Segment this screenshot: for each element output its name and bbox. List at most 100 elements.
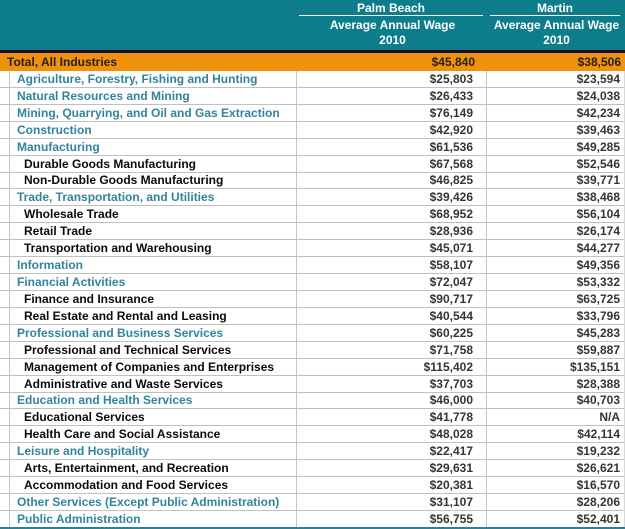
martin-value: $59,887: [576, 342, 620, 357]
indent-cell: [0, 172, 10, 189]
indent-cell: [0, 71, 10, 87]
indent-cell: [0, 510, 10, 527]
table-row[interactable]: Natural Resources and Mining $26,433 $24…: [0, 87, 624, 105]
table-row[interactable]: Accommodation and Food Services $20,381 …: [0, 477, 624, 495]
table-row[interactable]: Mining, Quarrying, and Oil and Gas Extra…: [0, 104, 624, 122]
indent-cell: [0, 206, 10, 223]
table-row[interactable]: Agriculture, Forestry, Fishing and Hunti…: [0, 71, 624, 88]
industry-label: Wholesale Trade: [10, 206, 297, 223]
table-header: Palm Beach Average Annual Wage 2010 Mart…: [0, 0, 625, 50]
table-row[interactable]: Retail Trade $28,936 $26,174: [0, 223, 624, 241]
industry-label: Arts, Entertainment, and Recreation: [10, 460, 297, 477]
table-row[interactable]: Management of Companies and Enterprises …: [0, 358, 624, 376]
palm-beach-value: $39,426: [297, 189, 487, 206]
indent-cell: [0, 223, 10, 240]
palm-beach-value: $22,417: [297, 443, 487, 460]
martin-value: $40,703: [576, 393, 620, 408]
martin-value: $39,771: [576, 173, 620, 188]
martin-value: $28,206: [576, 495, 620, 509]
header-col-martin[interactable]: Martin Average Annual Wage 2010: [488, 0, 625, 50]
indent-cell: [0, 324, 10, 341]
martin-value: $16,570: [576, 478, 620, 493]
table-row[interactable]: Educational Services $41,778 N/A: [0, 409, 624, 427]
indent-cell: [0, 240, 10, 257]
martin-value: $38,468: [576, 190, 620, 205]
indent-cell: [0, 494, 10, 510]
total-all-industries-row[interactable]: Total, All Industries $45,840 $38,506: [0, 53, 625, 71]
martin-value: $42,114: [577, 427, 620, 442]
table-body: Agriculture, Forestry, Fishing and Hunti…: [0, 71, 625, 527]
palm-beach-value: $56,755: [297, 510, 487, 527]
table-row[interactable]: Manufacturing $61,536 $49,285: [0, 138, 624, 156]
martin-value: $63,725: [576, 291, 620, 306]
table-row[interactable]: Information $58,107 $49,356: [0, 257, 624, 275]
palm-beach-value: $46,825: [297, 172, 487, 189]
table-row[interactable]: Wholesale Trade $68,952 $56,104: [0, 206, 624, 224]
industry-label: Retail Trade: [10, 223, 297, 240]
header-col-palm-beach[interactable]: Palm Beach Average Annual Wage 2010: [297, 0, 488, 50]
table-row[interactable]: Administrative and Waste Services $37,70…: [0, 375, 624, 393]
column-year-palm-beach: 2010: [379, 33, 406, 47]
industry-label: Transportation and Warehousing: [10, 240, 297, 257]
industry-label: Natural Resources and Mining: [10, 87, 297, 104]
table-row[interactable]: Professional and Business Services $60,2…: [0, 324, 624, 342]
table-row[interactable]: Real Estate and Rental and Leasing $40,5…: [0, 307, 624, 325]
table-row[interactable]: Arts, Entertainment, and Recreation $29,…: [0, 460, 624, 478]
table-row[interactable]: Public Administration $56,755 $52,401: [0, 510, 624, 527]
indent-cell: [0, 409, 10, 426]
martin-value: $23,594: [576, 71, 620, 86]
table-row[interactable]: Financial Activities $72,047 $53,332: [0, 274, 624, 291]
table-row[interactable]: Finance and Insurance $90,717 $63,725: [0, 290, 624, 308]
industry-label: Management of Companies and Enterprises: [10, 358, 297, 375]
indent-cell: [0, 274, 10, 290]
table-row[interactable]: Other Services (Except Public Administra…: [0, 494, 624, 511]
indent-cell: [0, 290, 10, 307]
table-row[interactable]: Health Care and Social Assistance $48,02…: [0, 426, 624, 444]
total-palm-beach-value: $45,840: [431, 55, 475, 69]
indent-cell: [0, 341, 10, 358]
palm-beach-value: $41,778: [297, 409, 487, 426]
industry-label: Leisure and Hospitality: [10, 443, 297, 460]
palm-beach-value: $58,107: [297, 257, 487, 274]
table-row[interactable]: Education and Health Services $46,000 $4…: [0, 392, 624, 410]
indent-cell: [0, 138, 10, 155]
palm-beach-value: $37,703: [297, 375, 487, 392]
palm-beach-value: $31,107: [297, 494, 487, 510]
indent-cell: [0, 121, 10, 138]
palm-beach-value: $45,071: [297, 240, 487, 257]
column-subtitle-palm-beach: Average Annual Wage: [329, 18, 456, 32]
indent-cell: [0, 375, 10, 392]
table-row[interactable]: Trade, Transportation, and Utilities $39…: [0, 189, 624, 207]
martin-value: $26,174: [576, 224, 620, 239]
martin-value: $28,388: [576, 376, 620, 391]
industry-label: Professional and Technical Services: [10, 341, 297, 358]
table-row[interactable]: Professional and Technical Services $71,…: [0, 341, 624, 359]
martin-value: $33,796: [576, 308, 620, 323]
martin-value: $42,234: [576, 105, 620, 120]
indent-cell: [0, 104, 10, 121]
palm-beach-value: $20,381: [297, 477, 487, 494]
industry-label: Accommodation and Food Services: [10, 477, 297, 494]
palm-beach-value: $42,920: [297, 121, 487, 138]
indent-cell: [0, 392, 10, 409]
palm-beach-value: $90,717: [297, 290, 487, 307]
table-row[interactable]: Leisure and Hospitality $22,417 $19,232: [0, 443, 624, 461]
industry-label: Trade, Transportation, and Utilities: [10, 189, 297, 206]
palm-beach-value: $46,000: [297, 392, 487, 409]
palm-beach-value: $115,402: [297, 358, 487, 375]
industry-label: Durable Goods Manufacturing: [10, 155, 297, 172]
martin-value: N/A: [599, 410, 620, 425]
indent-cell: [0, 307, 10, 324]
industry-label: Finance and Insurance: [10, 290, 297, 307]
table-row[interactable]: Construction $42,920 $39,463: [0, 121, 624, 139]
indent-cell: [0, 87, 10, 104]
column-year-martin: 2010: [543, 33, 570, 47]
industry-label: Agriculture, Forestry, Fishing and Hunti…: [10, 71, 297, 87]
martin-value: $26,621: [576, 461, 620, 476]
palm-beach-value: $67,568: [297, 155, 487, 172]
table-row[interactable]: Non-Durable Goods Manufacturing $46,825 …: [0, 172, 624, 190]
industry-label: Real Estate and Rental and Leasing: [10, 307, 297, 324]
martin-value: $44,277: [576, 241, 620, 256]
table-row[interactable]: Durable Goods Manufacturing $67,568 $52,…: [0, 155, 624, 173]
table-row[interactable]: Transportation and Warehousing $45,071 $…: [0, 240, 624, 258]
